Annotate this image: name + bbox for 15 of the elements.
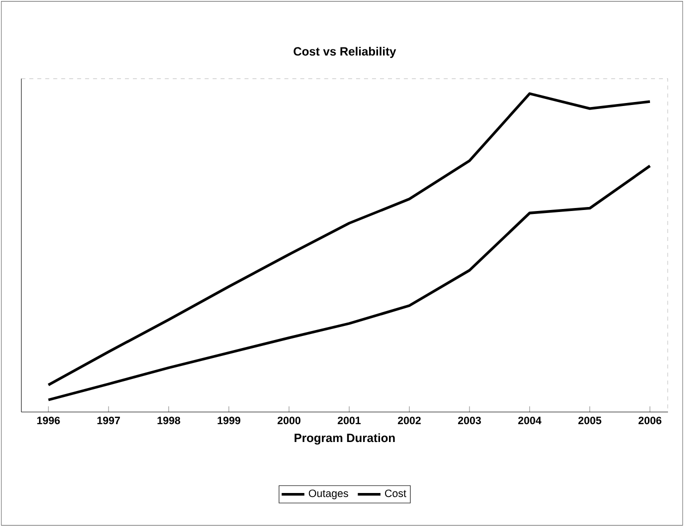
legend-label: Outages (308, 490, 348, 500)
x-tick-label: 2006 (638, 416, 662, 424)
x-tick-label: 2003 (458, 416, 481, 424)
chart-title: Cost vs Reliability (294, 47, 396, 58)
x-axis-title: Program Duration (294, 434, 395, 445)
x-tick-label: 2001 (338, 416, 361, 424)
x-tick-label: 1997 (97, 416, 120, 424)
x-tick-label: 2004 (518, 416, 542, 424)
x-tick-label: 1998 (158, 416, 180, 424)
x-tick-label: 1999 (218, 416, 240, 424)
x-tick-label: 1996 (37, 416, 60, 424)
x-tick-label: 2005 (578, 416, 602, 424)
x-tick-label: 2002 (398, 416, 421, 424)
x-tick-label: 2000 (278, 416, 300, 424)
legend-label: Cost (385, 490, 406, 498)
